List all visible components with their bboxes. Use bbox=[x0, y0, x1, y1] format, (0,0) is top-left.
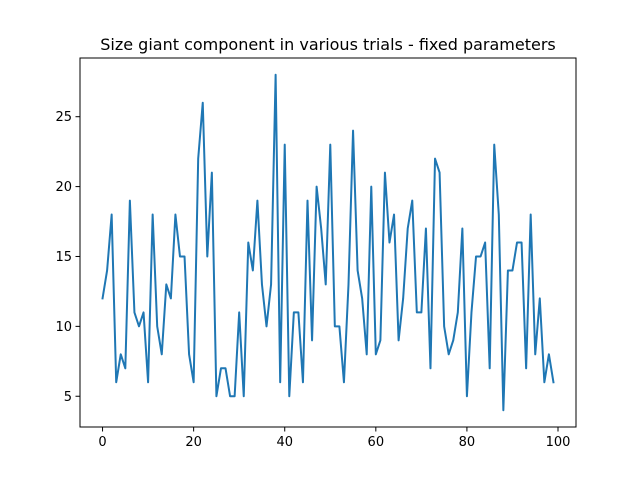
y-tick-label: 15 bbox=[55, 250, 72, 265]
plot-frame bbox=[79, 57, 577, 428]
series-layer bbox=[101, 73, 555, 412]
chart-title: Size giant component in various trials -… bbox=[100, 35, 556, 54]
y-tick-label: 25 bbox=[55, 110, 72, 125]
y-tick-label: 10 bbox=[55, 320, 72, 335]
series-line bbox=[101, 73, 555, 412]
x-tick-label: 100 bbox=[546, 435, 571, 450]
x-tick-label: 80 bbox=[459, 435, 476, 450]
x-tick-label: 40 bbox=[276, 435, 293, 450]
axes-layer: 0 20 40 60 80 100 5 10 15 20 25 bbox=[55, 57, 577, 450]
x-tick-label: 0 bbox=[98, 435, 106, 450]
x-tick-label: 60 bbox=[368, 435, 385, 450]
y-tick-label: 20 bbox=[55, 180, 72, 195]
x-tick-label: 20 bbox=[185, 435, 202, 450]
y-tick-label: 5 bbox=[64, 390, 72, 405]
